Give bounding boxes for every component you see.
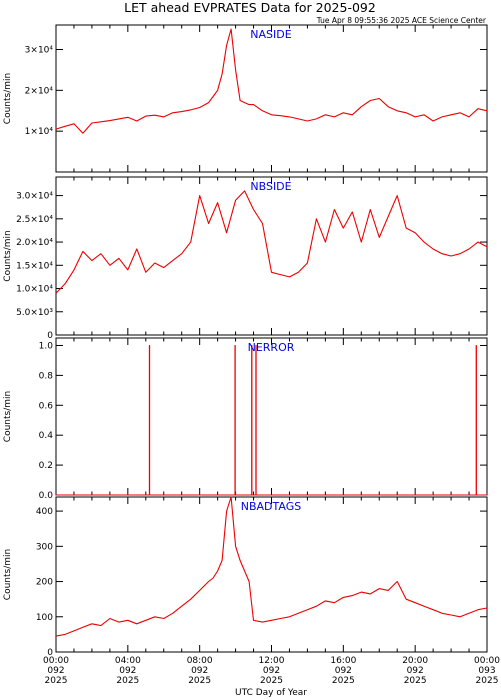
y-tick-label: 1.5×10⁴ (16, 261, 53, 271)
y-tick-label: 0.4 (39, 431, 54, 441)
y-tick-label: 2.5×10⁴ (16, 215, 53, 225)
series-line-nbside (55, 190, 488, 294)
panel-label: NBSIDE (250, 180, 291, 193)
panel-frame (55, 337, 488, 496)
x-tick-label-year: 2025 (332, 676, 355, 686)
x-tick-label-day: 092 (191, 666, 208, 676)
panel-frame (55, 176, 488, 336)
panel-nbside: 0 5.0×10³ 1.0×10⁴ 1.5×10⁴ 2.0×10⁴ 2.5×10⁴ 3.0×… (3, 176, 488, 341)
x-axis-label: UTC Day of Year (235, 688, 307, 698)
y-tick-label: 0.0 (39, 491, 54, 501)
series-line-nerror (56, 344, 487, 496)
y-tick-label: 1.0 (39, 341, 54, 351)
x-tick-label-time: 12:00 (259, 656, 285, 666)
y-tick-label: 1.0×10⁴ (16, 285, 53, 295)
series-line-naside (55, 28, 488, 134)
x-tick-label-day: 093 (478, 666, 495, 676)
x-axis: 00:00092202504:00092202508:00092202512:0… (43, 656, 500, 686)
y-tick-label: 0 (47, 331, 53, 341)
y-axis-label: Counts/min (3, 549, 13, 600)
x-tick-label-day: 092 (263, 666, 280, 676)
panel-nerror: 0.0 0.2 0.4 0.6 0.8 1.0 Counts/min NERROR (3, 337, 488, 501)
x-tick-label-time: 20:00 (402, 656, 428, 666)
panels: 1×10⁴ 2×10⁴ 3×10⁴ Counts/min NASIDE 0 5.0×10³ 1… (3, 24, 488, 658)
x-tick-label-time: 16:00 (330, 656, 356, 666)
chart-timestamp: Tue Apr 8 09:55:36 2025 ACE Science Cent… (316, 16, 487, 25)
y-tick-label: 0.2 (39, 461, 53, 471)
x-tick-label-year: 2025 (45, 676, 68, 686)
x-tick-label-year: 2025 (476, 676, 499, 686)
panel-frame (55, 24, 488, 173)
y-tick-label: 2.0×10⁴ (16, 238, 53, 248)
x-tick-label-year: 2025 (116, 676, 139, 686)
x-tick-label-time: 00:00 (474, 656, 500, 666)
y-tick-label: 0.8 (39, 371, 54, 381)
y-tick-label: 100 (36, 613, 53, 623)
y-tick-label: 3.0×10⁴ (16, 192, 53, 202)
y-tick-label: 400 (36, 507, 53, 517)
x-tick-label-time: 04:00 (115, 656, 141, 666)
x-tick-label-day: 092 (407, 666, 424, 676)
x-tick-label-day: 092 (335, 666, 352, 676)
x-tick-label-year: 2025 (260, 676, 283, 686)
y-axis-label: Counts/min (3, 391, 13, 442)
y-tick-label: 2×10⁴ (25, 86, 54, 96)
x-tick-label-day: 092 (47, 666, 64, 676)
y-tick-label: 300 (36, 542, 53, 552)
series-line-nbadtags (55, 496, 488, 637)
panel-label: NERROR (248, 341, 295, 354)
x-tick-label-year: 2025 (188, 676, 211, 686)
panel-nbadtags: 0 100 200 300 400 Counts/min NBADTAGS (3, 496, 488, 658)
panel-frame (55, 496, 488, 653)
y-tick-label: 0.6 (39, 401, 54, 411)
y-tick-label: 5.0×10³ (16, 308, 53, 318)
x-tick-label-time: 08:00 (187, 656, 213, 666)
x-tick-label-year: 2025 (404, 676, 427, 686)
x-tick-label-time: 00:00 (43, 656, 69, 666)
panel-label: NBADTAGS (241, 500, 301, 513)
y-axis-label: Counts/min (3, 230, 13, 281)
y-axis-label: Counts/min (3, 73, 13, 124)
x-tick-label-day: 092 (119, 666, 136, 676)
y-tick-label: 0 (47, 648, 53, 658)
y-tick-label: 1×10⁴ (25, 127, 54, 137)
y-tick-label: 3×10⁴ (25, 46, 54, 56)
panel-naside: 1×10⁴ 2×10⁴ 3×10⁴ Counts/min NASIDE (3, 24, 488, 173)
y-tick-label: 200 (36, 578, 53, 588)
panel-label: NASIDE (250, 28, 291, 41)
chart-title: LET ahead EVPRATES Data for 2025-092 (124, 0, 376, 15)
